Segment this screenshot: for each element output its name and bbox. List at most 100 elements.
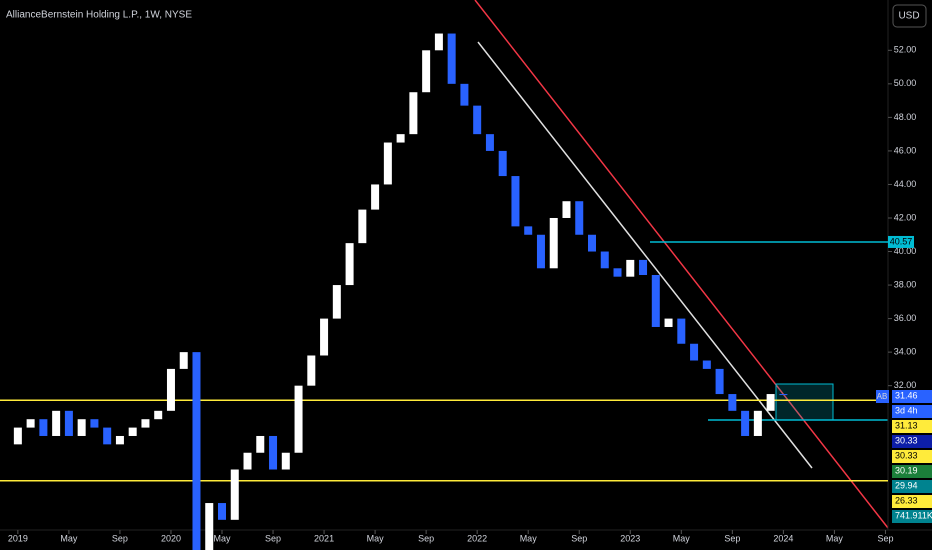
x-tick-label: Sep <box>571 533 587 543</box>
y-tick-label: 32.00 <box>894 380 917 390</box>
candle <box>741 410 750 436</box>
candle <box>230 469 239 520</box>
candle <box>702 360 711 369</box>
candle <box>728 394 737 411</box>
y-tick-label: 34.00 <box>894 347 917 357</box>
candle <box>422 50 431 93</box>
candle <box>52 410 61 436</box>
x-tick-label: May <box>60 533 78 543</box>
price-label: 30.33 <box>895 435 918 445</box>
price-label-bg <box>892 465 932 478</box>
price-label-bg <box>892 495 932 508</box>
y-tick-label: 44.00 <box>894 179 917 189</box>
x-tick-label: May <box>367 533 385 543</box>
price-label: 29.94 <box>895 480 918 490</box>
x-tick-label: 2021 <box>314 533 334 543</box>
candle <box>256 435 265 453</box>
x-tick-label: Sep <box>112 533 128 543</box>
candle <box>141 419 150 428</box>
currency-button[interactable] <box>892 4 927 28</box>
candle <box>383 142 392 185</box>
y-tick-label: 52.00 <box>894 45 917 55</box>
price-label: 31.13 <box>895 420 918 430</box>
candle <box>447 33 456 84</box>
candle <box>192 352 201 550</box>
symbol-tag <box>876 390 889 403</box>
candle <box>753 410 762 436</box>
candle <box>358 209 367 244</box>
candle <box>626 259 635 277</box>
candle <box>281 452 290 470</box>
candle <box>690 343 699 361</box>
candle <box>103 427 112 445</box>
candle <box>600 251 609 269</box>
price-label-bg <box>892 405 932 418</box>
candle <box>332 285 341 319</box>
candle <box>511 176 520 227</box>
price-label-bg <box>892 480 932 493</box>
price-label-bg <box>892 390 932 403</box>
price-label-bg <box>892 420 932 433</box>
candle <box>639 259 648 275</box>
y-tick-label: 40.00 <box>894 246 917 256</box>
level-label: 40.57 <box>890 236 913 246</box>
x-tick-label: May <box>520 533 538 543</box>
candle <box>664 318 673 327</box>
symbol-label: AB <box>877 392 888 401</box>
candle <box>64 410 73 436</box>
candle <box>218 503 226 520</box>
candle <box>243 452 252 470</box>
candle <box>90 419 99 428</box>
candle <box>26 419 35 428</box>
candle <box>575 201 584 235</box>
trend-line <box>474 0 889 529</box>
candle <box>371 184 380 210</box>
candle <box>549 217 558 269</box>
price-label-bg <box>892 450 932 463</box>
y-tick-label: 46.00 <box>894 145 917 155</box>
candle <box>651 275 660 327</box>
candle <box>460 83 469 106</box>
price-label: 30.33 <box>895 450 918 460</box>
candle <box>294 385 303 453</box>
candle <box>154 410 163 420</box>
candle <box>179 352 188 369</box>
currency-label[interactable]: USD <box>898 11 919 22</box>
x-tick-label: May <box>213 533 231 543</box>
candle <box>166 368 175 411</box>
candle <box>715 368 724 395</box>
candle <box>128 427 137 436</box>
x-tick-label: Sep <box>877 533 893 543</box>
candle <box>409 92 418 135</box>
candle <box>205 503 214 550</box>
y-tick-label: 42.00 <box>894 212 917 222</box>
y-tick-label: 48.00 <box>894 112 917 122</box>
y-tick-label: 50.00 <box>894 78 917 88</box>
candle <box>345 243 354 286</box>
range-box <box>775 383 834 421</box>
candle <box>473 105 482 135</box>
candle <box>485 134 494 151</box>
y-tick-label: 36.00 <box>894 313 917 323</box>
level-label-bg <box>888 235 914 248</box>
candle <box>115 435 124 445</box>
candle <box>524 226 533 235</box>
candle <box>434 33 443 51</box>
candle <box>320 318 329 356</box>
chart-title: AllianceBernstein Holding L.P., 1W, NYSE <box>6 10 192 21</box>
candle <box>562 201 571 218</box>
x-tick-label: 2020 <box>161 533 181 543</box>
x-tick-label: 2023 <box>620 533 640 543</box>
candle <box>396 134 405 143</box>
price-label: 31.46 <box>895 390 918 400</box>
x-tick-label: Sep <box>265 533 281 543</box>
candle <box>269 435 278 470</box>
x-tick-label: Sep <box>724 533 740 543</box>
candle <box>536 234 545 269</box>
price-label: 26.33 <box>895 495 918 505</box>
trend-line <box>477 41 813 469</box>
price-label-bg <box>892 435 932 448</box>
x-tick-label: May <box>673 533 691 543</box>
